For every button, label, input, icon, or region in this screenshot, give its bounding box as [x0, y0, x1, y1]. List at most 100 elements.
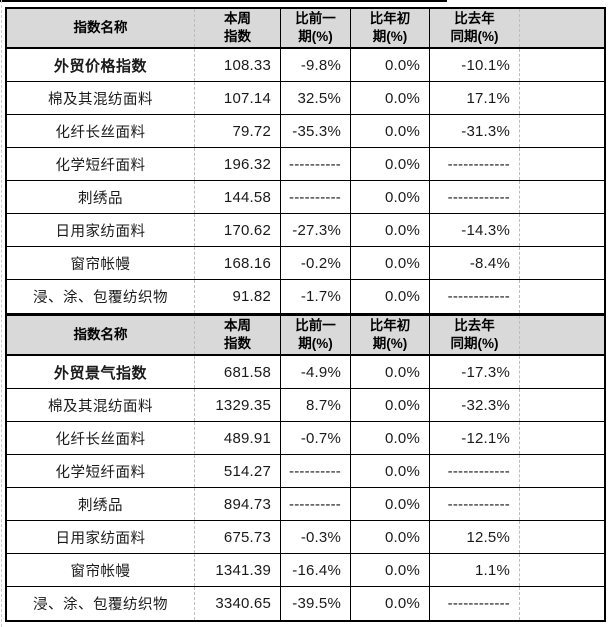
- vs-last-year-cell: -10.1%: [430, 49, 520, 81]
- week-index-cell: 79.72: [195, 115, 281, 147]
- header-index-name: 指数名称: [7, 9, 195, 47]
- header-line: 期(%): [298, 336, 333, 351]
- table-row: 化学短纤面料 196.32 ---------- 0.0% ------------: [7, 148, 604, 181]
- price-index-table: 指数名称 本周 指数 比前一期(%) 比年初期(%) 比去年 同期(%) 外贸价格指…: [5, 7, 606, 314]
- spacer-cell: [520, 587, 604, 620]
- vs-previous-period-cell: ----------: [281, 455, 351, 487]
- index-name-cell: 棉及其混纺面料: [7, 389, 195, 421]
- spacer-cell: [520, 148, 604, 180]
- prosperity-index-table: 指数名称 本周 指数 比前一 期(%) 比年初 期(%) 比去年 同期(%) 外贸景气指…: [5, 314, 606, 622]
- crop-artifact-line: [0, 0, 447, 2]
- vs-last-year-cell: 1.1%: [430, 554, 520, 586]
- spacer-cell: [520, 554, 604, 586]
- spacer-cell: [520, 422, 604, 454]
- vs-year-start-cell: 0.0%: [351, 389, 430, 421]
- week-index-cell: 196.32: [195, 148, 281, 180]
- header-line: 同期(%): [450, 29, 499, 44]
- vs-last-year-cell: 12.5%: [430, 521, 520, 553]
- table-body: 外贸价格指数 108.33 -9.8% 0.0% -10.1% 棉及其混纺面料 107.14…: [7, 49, 604, 313]
- index-name-cell: 窗帘帐幔: [7, 247, 195, 279]
- week-index-cell: 489.91: [195, 422, 281, 454]
- header-vs-last-year: 比去年 同期(%): [430, 9, 520, 47]
- vs-previous-period-cell: 32.5%: [281, 82, 351, 114]
- vs-last-year-cell: ------------: [430, 181, 520, 213]
- header-spacer: [520, 9, 604, 47]
- vs-last-year-cell: -17.3%: [430, 356, 520, 388]
- table-row: 浸、涂、包覆纺织物 3340.65 -39.5% 0.0% ------------: [7, 587, 604, 620]
- header-line: 比年初: [369, 10, 411, 26]
- week-index-cell: 107.14: [195, 82, 281, 114]
- week-index-cell: 170.62: [195, 214, 281, 246]
- header-vs-last-year: 比去年 同期(%): [430, 316, 520, 354]
- week-index-cell: 894.73: [195, 488, 281, 520]
- tables-wrap: 指数名称 本周 指数 比前一 期(%) 比年初 期(%) 比去年 同期(%) 外贸价格指…: [5, 7, 606, 622]
- table-row: 棉及其混纺面料 107.14 32.5% 0.0% 17.1%: [7, 82, 604, 115]
- table-row: 外贸景气指数 681.58 -4.9% 0.0% -17.3%: [7, 356, 604, 389]
- header-line: 比前一: [295, 317, 336, 333]
- week-index-cell: 91.82: [195, 280, 281, 313]
- index-name-cell: 化纤长丝面料: [7, 422, 195, 454]
- vs-year-start-cell: 0.0%: [351, 247, 430, 279]
- header-line: 本周: [224, 10, 251, 26]
- vs-previous-period-cell: -0.2%: [281, 247, 351, 279]
- spreadsheet-gridline: [1, 0, 2, 627]
- spacer-cell: [520, 49, 604, 81]
- vs-year-start-cell: 0.0%: [351, 115, 430, 147]
- week-index-cell: 168.16: [195, 247, 281, 279]
- vs-year-start-cell: 0.0%: [351, 488, 430, 520]
- vs-last-year-cell: ------------: [430, 488, 520, 520]
- table-row: 外贸价格指数 108.33 -9.8% 0.0% -10.1%: [7, 49, 604, 82]
- index-name-cell: 外贸景气指数: [7, 356, 195, 388]
- header-line: 期(%): [372, 29, 408, 44]
- index-name-cell: 外贸价格指数: [7, 49, 195, 81]
- vs-last-year-cell: -8.4%: [430, 247, 520, 279]
- vs-year-start-cell: 0.0%: [351, 422, 430, 454]
- vs-previous-period-cell: -39.5%: [281, 587, 351, 620]
- spacer-cell: [520, 280, 604, 313]
- table-body: 外贸景气指数 681.58 -4.9% 0.0% -17.3% 棉及其混纺面料 1329.3…: [7, 356, 604, 620]
- table-header-row: 指数名称 本周 指数 比前一期(%) 比年初期(%) 比去年 同期(%): [7, 9, 604, 49]
- header-line: 比年初: [369, 317, 411, 333]
- header-line: 指数名称: [73, 19, 128, 35]
- spacer-cell: [520, 181, 604, 213]
- vs-last-year-cell: -14.3%: [430, 214, 520, 246]
- week-index-cell: 3340.65: [195, 587, 281, 620]
- spacer-cell: [520, 214, 604, 246]
- header-vs-previous-period: 比前一期(%): [281, 9, 351, 47]
- index-name-cell: 刺绣品: [7, 488, 195, 520]
- week-index-cell: 681.58: [195, 356, 281, 388]
- table-row: 化学短纤面料 514.27 ---------- 0.0% ------------: [7, 455, 604, 488]
- table-row: 窗帘帐幔 168.16 -0.2% 0.0% -8.4%: [7, 247, 604, 280]
- index-name-cell: 棉及其混纺面料: [7, 82, 195, 114]
- index-name-cell: 浸、涂、包覆纺织物: [7, 587, 195, 620]
- vs-last-year-cell: 17.1%: [430, 82, 520, 114]
- vs-last-year-cell: -31.3%: [430, 115, 520, 147]
- week-index-cell: 1329.35: [195, 389, 281, 421]
- table-row: 化纤长丝面料 79.72 -35.3% 0.0% -31.3%: [7, 115, 604, 148]
- vs-previous-period-cell: -35.3%: [281, 115, 351, 147]
- table-row: 窗帘帐幔 1341.39 -16.4% 0.0% 1.1%: [7, 554, 604, 587]
- week-index-cell: 675.73: [195, 521, 281, 553]
- header-line: 期(%): [372, 336, 408, 351]
- index-name-cell: 日用家纺面料: [7, 214, 195, 246]
- vs-year-start-cell: 0.0%: [351, 587, 430, 620]
- spacer-cell: [520, 488, 604, 520]
- vs-last-year-cell: -32.3%: [430, 389, 520, 421]
- spacer-cell: [520, 455, 604, 487]
- header-line: 期(%): [298, 29, 333, 44]
- header-line: 指数名称: [73, 326, 128, 342]
- index-name-cell: 窗帘帐幔: [7, 554, 195, 586]
- vs-year-start-cell: 0.0%: [351, 214, 430, 246]
- index-name-cell: 化学短纤面料: [7, 455, 195, 487]
- table-row: 日用家纺面料 675.73 -0.3% 0.0% 12.5%: [7, 521, 604, 554]
- header-line: 同期(%): [450, 336, 499, 351]
- vs-previous-period-cell: ----------: [281, 148, 351, 180]
- vs-last-year-cell: ------------: [430, 587, 520, 620]
- header-line: 指数: [224, 336, 251, 351]
- week-index-cell: 514.27: [195, 455, 281, 487]
- week-index-cell: 1341.39: [195, 554, 281, 586]
- vs-last-year-cell: -12.1%: [430, 422, 520, 454]
- vs-year-start-cell: 0.0%: [351, 554, 430, 586]
- header-week-index: 本周 指数: [195, 9, 281, 47]
- header-line: 比前一: [295, 10, 336, 26]
